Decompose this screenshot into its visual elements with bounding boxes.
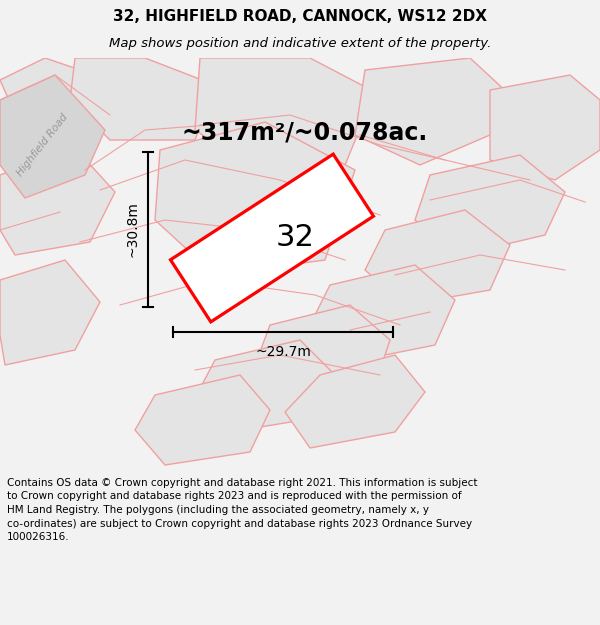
Polygon shape	[155, 122, 355, 275]
Polygon shape	[415, 155, 565, 255]
Text: Map shows position and indicative extent of the property.: Map shows position and indicative extent…	[109, 37, 491, 50]
Polygon shape	[490, 75, 600, 180]
Text: 32, HIGHFIELD ROAD, CANNOCK, WS12 2DX: 32, HIGHFIELD ROAD, CANNOCK, WS12 2DX	[113, 9, 487, 24]
Text: Contains OS data © Crown copyright and database right 2021. This information is : Contains OS data © Crown copyright and d…	[7, 478, 478, 542]
Polygon shape	[0, 260, 100, 365]
Polygon shape	[285, 355, 425, 448]
Text: ~29.7m: ~29.7m	[255, 345, 311, 359]
Polygon shape	[0, 58, 95, 125]
Polygon shape	[365, 210, 510, 305]
Text: ~317m²/~0.078ac.: ~317m²/~0.078ac.	[182, 120, 428, 144]
Polygon shape	[70, 58, 215, 140]
Text: Highfield Road: Highfield Road	[14, 112, 70, 178]
Text: ~30.8m: ~30.8m	[125, 201, 139, 258]
Polygon shape	[355, 58, 510, 165]
Polygon shape	[195, 340, 335, 432]
Text: 32: 32	[275, 224, 314, 253]
Polygon shape	[255, 305, 390, 400]
Polygon shape	[135, 375, 270, 465]
Polygon shape	[0, 75, 105, 198]
Polygon shape	[170, 154, 374, 322]
Polygon shape	[310, 265, 455, 362]
Polygon shape	[0, 148, 115, 255]
Polygon shape	[195, 58, 375, 165]
